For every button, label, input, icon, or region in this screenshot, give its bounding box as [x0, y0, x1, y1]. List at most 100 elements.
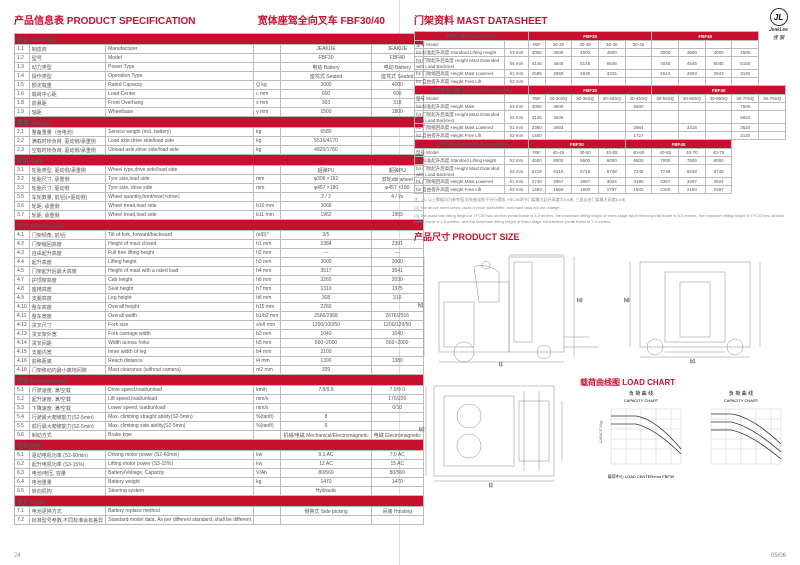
table-row: 6.1驱动电机功率 (S2-60min)Driving motor power …: [15, 451, 424, 460]
table-row: 6.3电池/电压, 容量Battery/Voltage, CapacityV/A…: [15, 469, 424, 478]
table-row: 1.8前悬距Front Overhangx mm303318: [15, 99, 424, 108]
table-row: 4.10整车高度Overall heighth15 mm2260: [15, 303, 424, 312]
page-number-right: 05/06: [771, 553, 786, 559]
table-row: 4.3自由起升高度Full free lifting heighth2 mm——: [15, 249, 424, 258]
table-row: 4.8座椅高度Seat heighth7 mm13101375: [15, 285, 424, 294]
table-row: 4.14货叉间距Width across forksb5 mm560~20005…: [15, 339, 424, 348]
table-row: 4.4起升高度Lifting heighth3 mm30003000: [15, 258, 424, 267]
table-row: 7.1电池更换方式Battery replace method侧换式 Side …: [15, 507, 424, 516]
logo: JL JeakLee 佳 骏: [769, 8, 788, 41]
table-row: 5.5前行最大爬坡能力(S2-5min)Max. climbing side a…: [15, 422, 424, 431]
table-row: 4.7护顶架高度Cab heighth6 mm22602030: [15, 276, 424, 285]
table-row: h4 门架起升后高度 Height Mast Extended with Loa…: [415, 111, 786, 124]
chart1-yaxis: CAPACITY/kg: [599, 421, 603, 443]
table-row: 4.5门架起升后最大高度Height of mast with a rated …: [15, 267, 424, 276]
chart1-sub: CAPACITY CHART: [596, 398, 686, 403]
logo-icon: JL: [770, 8, 788, 26]
table-row: 1.2型号ModelFBF30FBF40: [15, 54, 424, 63]
table-row: 4.15支腿内宽Inner width of legb4 mm2100: [15, 348, 424, 357]
chart-row: 负 荷 曲 线 CAPACITY CHART CAPACITY/kg: [580, 390, 786, 481]
page-left: 产品信息表 PRODUCT SPECIFICATION 宽体座驾全向叉车 FBF…: [0, 0, 400, 565]
section-bar: 其它 Other: [15, 496, 424, 507]
table-row: 2.1整备重量（含电池）Service weight (incl. batter…: [15, 128, 424, 137]
table-row: 1.5额定载重Rated CapacityQ kg30004000: [15, 81, 424, 90]
table-row: 6.4电池重量Battery weightkg14701470: [15, 478, 424, 487]
table-row: 型号 ModelFBF30-3030-3530-4030-45: [415, 41, 786, 49]
table-row: 3.2轮胎尺寸, 承重侧Tyre size,load sidemmφ306 ×1…: [15, 175, 424, 184]
table-row: h1 门架缩回高度 Height Mast Loweredh1 mm274029…: [415, 178, 786, 186]
logo-text-en: JeakLee: [769, 27, 788, 33]
table-row: 6.2起升电机功率 (S3-15%)Lifting motor power (S…: [15, 460, 424, 469]
svg-text:l1: l1: [499, 362, 503, 367]
chart-2: 负 荷 曲 线 CAPACITY CHART: [696, 390, 786, 481]
section-bar: 性能 Performance: [15, 375, 424, 386]
table-row: 4.18门架移动内最小离地间隙Mast clearance (without c…: [15, 366, 424, 375]
mast-table: 两节门架 Duplex MastFBF30FBF40型号 ModelFBF30-…: [414, 31, 786, 194]
chart2-title: 负 荷 曲 线: [696, 390, 786, 397]
svg-text:h6: h6: [624, 298, 630, 304]
table-row: 5.6制动方式Brake type机械/电磁 Mechanical/Electr…: [15, 431, 424, 440]
mast-note3: (3) The maximum lifting height of TFC30 …: [414, 213, 786, 223]
table-row: h3 标准起升高度 Standard Lifting Heighth3 mm30…: [415, 49, 786, 57]
diagram-side-view: h1 h3 l1: [414, 247, 604, 367]
table-row: 5.4行驶最大爬坡能力(S2-5min)Max. climbing straig…: [15, 413, 424, 422]
size-diagrams: h1 h3 l1 b1 h6: [414, 247, 786, 367]
chart2-svg: [696, 404, 786, 474]
mast-note1: 注：(1) 以上数据均为参考值,如有变动恕不另行通知. FBC30两节门架最大起…: [414, 197, 786, 202]
diagrams-bottom-row: l2 b2 载荷曲线图 LOAD CHART 负 荷 曲 线 CAPACITY …: [414, 371, 786, 491]
spec-title: 产品信息表 PRODUCT SPECIFICATION: [14, 12, 195, 27]
table-row: 3.1轮胎类型, 驱动侧/承重侧Wheel type,drive side/lo…: [15, 166, 424, 175]
table-row: 4.11整车宽度Overall widthb1/b2 mm2566/296826…: [15, 312, 424, 321]
chart-title: 载荷曲线图 LOAD CHART: [580, 377, 786, 388]
table-row: h1 门架缩回高度 Height Mast Loweredh1 mm236026…: [415, 124, 786, 132]
table-row: 型号 ModelFBF40-4540-5040-5540-6040-6540-7…: [415, 149, 786, 157]
table-row: 3.3轮胎尺寸, 驱动侧Tyre size, drive sidemmφ457 …: [15, 184, 424, 193]
table-row: 1.3动力类型Power Type电动 Battery电动 Battery: [15, 63, 424, 72]
logo-text-cn: 佳 骏: [773, 34, 784, 41]
section-bar: 轮胎 Tyre: [15, 155, 424, 166]
size-title: 产品尺寸 PRODUCT SIZE: [414, 230, 786, 243]
table-row: 4.9支腿高度Leg heighth8 mm308310: [15, 294, 424, 303]
table-row: 5.3下降速度, 满/空载Lower speed, load/unloadmm/…: [15, 404, 424, 413]
table-row: 4.1门架倾角, 前/后Tilt of fork, forward/backwa…: [15, 231, 424, 240]
page-number-left: 24: [14, 553, 21, 559]
table-row: 4.16前移距离Reach distancel4 mm13001380: [15, 357, 424, 366]
svg-text:h3: h3: [577, 298, 583, 304]
section-bar: 尺寸 Dimensions: [15, 220, 424, 231]
table-row: h2 自由提升高度 Height Free Lifth2 mm140017272…: [415, 132, 786, 140]
header-left: 产品信息表 PRODUCT SPECIFICATION 宽体座驾全向叉车 FBF…: [14, 12, 385, 27]
diagram-front-view: b1 h6: [610, 247, 780, 367]
page-right: JL JeakLee 佳 骏 门架资料 MAST DATASHEET 两节门架 …: [400, 0, 800, 565]
chart1-title: 负 荷 曲 线: [596, 390, 686, 397]
section-bar: 电机功率: [15, 440, 424, 451]
table-row: 3.6轮距, 承重侧Wheel tread,load sideb10 mm306…: [15, 202, 424, 211]
table-row: h3 标准起升高度 Standard Lifting Heighth3 mm45…: [415, 157, 786, 165]
table-row: 4.13货叉架外宽Fork carriage widthb3 mm1040104…: [15, 330, 424, 339]
spec-table: 特征 Standard1.1制造商ManufacturerJEAKUEJEAKU…: [14, 33, 424, 525]
table-row: 1.6载荷中心距Load Centerc mm600600: [15, 90, 424, 99]
chart1-xaxis: 载荷中心 LOAD CENTER/mm FBF30: [596, 474, 686, 480]
spec-subtitle: 宽体座驾全向叉车 FBF30/40: [258, 12, 385, 27]
table-row: 1.9轴距Wheelbasey mm15001800: [15, 108, 424, 117]
svg-text:b1: b1: [690, 359, 696, 365]
table-row: 2.2满载时桥负荷, 驱动侧/承重侧Load axle,drive side/l…: [15, 137, 424, 146]
table-row: 5.1行驶速度, 满/空载Drive speed,load/unloadkm/h…: [15, 386, 424, 395]
diagram-top-view: l2 b2: [414, 371, 574, 491]
section-bar: 特征 Standard: [15, 34, 424, 45]
chart1-svg: CAPACITY/kg: [596, 404, 686, 474]
mast-title: 门架资料 MAST DATASHEET: [414, 12, 786, 27]
svg-text:h1: h1: [418, 303, 424, 309]
mast-note2: (2) The above meet series could choose s…: [414, 205, 786, 210]
table-row: 3.5车轮数量, 前/后(×驱动侧)Wheel quantity,front/r…: [15, 193, 424, 202]
table-row: 4.2门架缩回高度Height of mast closedh1 mm23842…: [15, 240, 424, 249]
chart-1: 负 荷 曲 线 CAPACITY CHART CAPACITY/kg: [596, 390, 686, 481]
table-row: h4 门架起升后高度 Height Mast Extended with Loa…: [415, 57, 786, 70]
table-row: h3 标准起升高度 Height Masth3 mm30003500550075…: [415, 103, 786, 111]
table-row: h4 门架起升后高度 Height Mast Extended with Loa…: [415, 165, 786, 178]
table-row: h1 门架缩回高度 Height Mast Loweredh1 mm258528…: [415, 70, 786, 78]
table-row: 5.2起升速度, 满/空载Lift speed,load/unloadmm/s1…: [15, 395, 424, 404]
table-row: 型号 ModelFBF30-30SQ30-35SQ30-40SQ30-45SQ3…: [415, 95, 786, 103]
table-row: 4.12货叉尺寸Fork sizes/e/l mm1200/100/501200…: [15, 321, 424, 330]
table-row: 3.7轮距, 承重侧Wheel tread,load sideb11 mm196…: [15, 211, 424, 220]
section-bar: 重量 Weight: [15, 117, 424, 128]
